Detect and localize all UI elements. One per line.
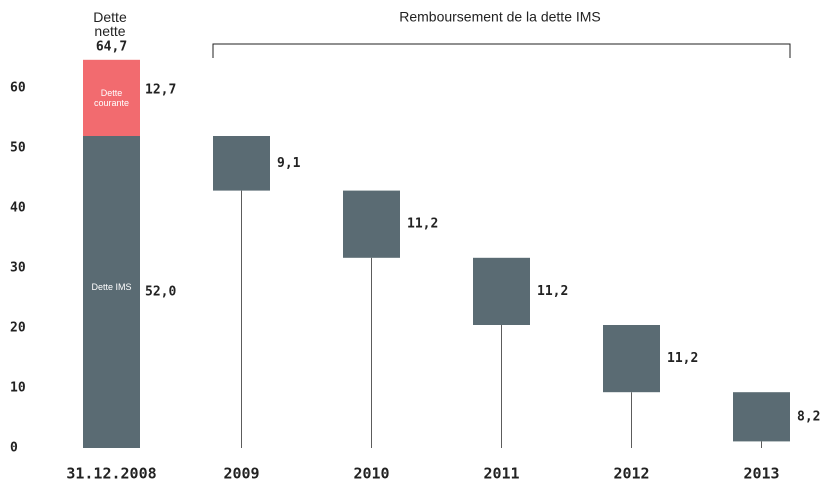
value-label: 11,2 — [407, 217, 438, 232]
y-tick-label: 20 — [10, 321, 26, 336]
y-tick-label: 50 — [10, 141, 26, 156]
x-tick-label: 2012 — [613, 465, 649, 483]
bar-segment — [83, 136, 140, 448]
x-tick-label: 2009 — [223, 465, 259, 483]
bracket — [212, 43, 791, 58]
value-label: 12,7 — [145, 82, 176, 97]
x-tick-label: 2011 — [483, 465, 519, 483]
segment-name: Dette IMS — [91, 282, 132, 292]
y-tick-label: 40 — [10, 201, 26, 216]
x-tick-label: 2010 — [353, 465, 389, 483]
bar-segment — [83, 59, 140, 136]
bar — [733, 392, 790, 442]
y-tick-label: 60 — [10, 81, 26, 96]
value-label: 8,2 — [797, 409, 820, 424]
value-label: 11,2 — [667, 351, 698, 366]
total-name: Dette nette — [93, 9, 127, 39]
y-tick-label: 30 — [10, 261, 26, 276]
y-tick-label: 0 — [10, 441, 18, 456]
y-tick-label: 10 — [10, 381, 26, 396]
x-tick-label: 2013 — [743, 465, 779, 483]
value-label: 52,0 — [145, 285, 176, 300]
total-label: 64,7 — [96, 39, 127, 54]
x-tick-label: 31.12.2008 — [66, 465, 156, 483]
chart-title: Remboursement de la dette IMS — [399, 9, 601, 25]
value-label: 11,2 — [537, 284, 568, 299]
value-label: 9,1 — [277, 156, 301, 171]
bar — [343, 190, 400, 258]
segment-name: Dette courante — [93, 87, 130, 108]
bar — [213, 136, 270, 191]
bar — [603, 325, 660, 393]
bar — [473, 257, 530, 325]
